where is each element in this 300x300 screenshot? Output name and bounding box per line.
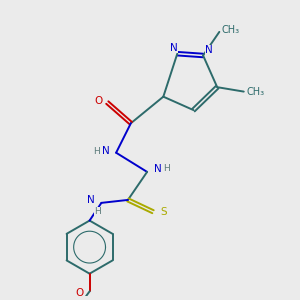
Text: N: N <box>154 164 161 174</box>
Text: H: H <box>93 147 99 156</box>
Text: N: N <box>87 195 95 205</box>
Text: CH₃: CH₃ <box>247 87 265 97</box>
Text: N: N <box>205 45 213 55</box>
Text: O: O <box>94 96 103 106</box>
Text: N: N <box>170 44 178 53</box>
Text: O: O <box>75 288 83 298</box>
Text: S: S <box>160 207 166 217</box>
Text: N: N <box>102 146 110 156</box>
Text: CH₃: CH₃ <box>221 26 240 35</box>
Text: H: H <box>94 207 101 216</box>
Text: H: H <box>163 164 170 173</box>
